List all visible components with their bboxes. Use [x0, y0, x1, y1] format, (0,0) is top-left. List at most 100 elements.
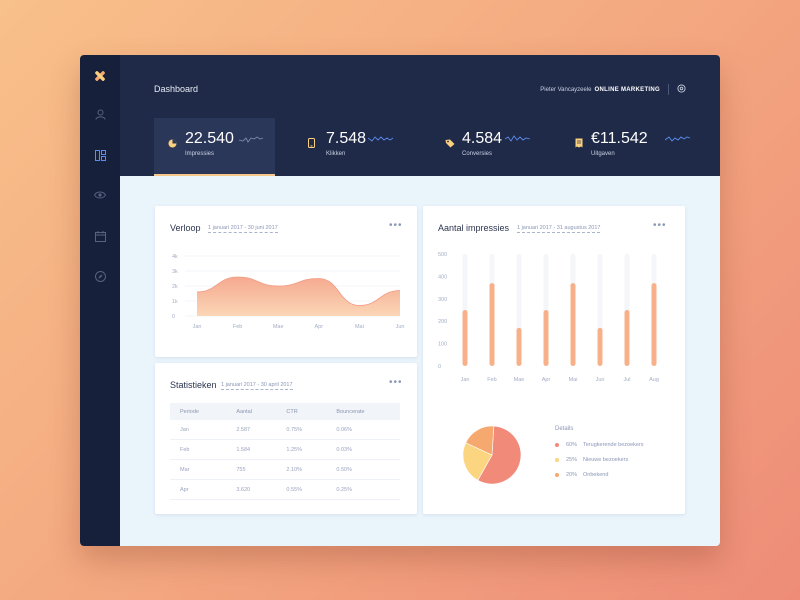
verloop-card: Verloop 1 januari 2017 - 30 juni 2017 ••… [155, 206, 417, 357]
stat-value: €11.542 [591, 130, 648, 147]
sparkline [239, 136, 264, 143]
gear-icon[interactable] [677, 84, 686, 95]
pie-chart [462, 425, 522, 485]
app-window: Dashboard Pieter Vancayzeele ONLINE MARK… [80, 55, 720, 546]
column-header[interactable]: Periode [170, 403, 227, 420]
stat-uitgaven[interactable]: €11.542 Uitgaven [575, 118, 695, 176]
bar-chart: 0 100 200 300 400 500 Jan Feb Mae Apr Mai Jun Jul Aug [438, 252, 659, 383]
statistieken-card: Statistieken 1 januari 2017 - 30 april 2… [155, 363, 417, 514]
stat-value: 7.548 [326, 130, 367, 147]
legend-percent: 25% [566, 457, 578, 463]
divider [668, 84, 669, 95]
more-menu-icon[interactable]: ••• [389, 220, 403, 231]
legend-percent: 20% [566, 472, 578, 478]
column-header[interactable]: Aantal [226, 403, 277, 420]
more-menu-icon[interactable]: ••• [653, 220, 667, 231]
stat-label: Impressies [185, 151, 215, 157]
stat-impressies[interactable]: 22.540 Impressies [154, 118, 275, 176]
column-header[interactable]: Bouncerate [326, 403, 400, 420]
pie-slice[interactable] [462, 442, 493, 481]
receipt-icon [575, 135, 583, 153]
stat-label: Conversies [462, 151, 493, 157]
table-cell: 2.587 [226, 420, 277, 440]
x-tick-label: Mai [355, 324, 364, 330]
x-tick-label: Mai [569, 377, 578, 383]
table-cell: 0.50% [326, 459, 400, 480]
date-range[interactable]: 1 januari 2017 - 31 augustus 2017 [517, 225, 601, 233]
table-cell: 1.25% [276, 439, 327, 460]
logo-x-icon[interactable] [94, 70, 106, 82]
y-tick-label: 400 [438, 274, 447, 280]
area-series [197, 277, 400, 316]
eye-icon[interactable] [94, 189, 106, 201]
user-role: ONLINE MARKETING [594, 86, 660, 93]
stat-label: Uitgaven [591, 151, 615, 157]
x-tick-label: Jun [596, 377, 605, 383]
stat-conversies[interactable]: 4.584 Conversies [445, 118, 555, 176]
impressies-card: Aantal impressies 1 januari 2017 - 31 au… [423, 206, 685, 514]
y-tick-label: 2k [172, 284, 178, 290]
pie-slice[interactable] [465, 425, 495, 456]
table-cell: 0.25% [326, 479, 400, 500]
sparkline [505, 135, 531, 142]
stats-table: Periode Aantal CTR Bouncerate Jan 2.587 … [170, 403, 400, 500]
y-tick-label: 500 [438, 252, 447, 258]
sparkline [368, 136, 394, 142]
tag-icon [445, 135, 455, 153]
layout-icon[interactable] [94, 149, 106, 161]
legend-item: 25% Nieuwe bezoekers [555, 457, 628, 463]
x-tick-label: Apr [315, 324, 324, 330]
x-tick-label: Aug [649, 377, 659, 383]
bar[interactable] [543, 310, 549, 366]
legend-dot [555, 473, 559, 477]
phone-icon [308, 135, 315, 153]
pie-slice[interactable] [477, 425, 522, 485]
card-title: Aantal impressies [438, 223, 510, 233]
legend-label: Terugkerende bezoekers [583, 442, 644, 448]
legend-item: 20% Onbekend [555, 472, 608, 478]
calendar-icon[interactable] [94, 230, 106, 242]
bar[interactable] [570, 283, 576, 366]
legend-dot [555, 443, 559, 447]
table-cell: Mar [170, 459, 227, 480]
legend-dot [555, 458, 559, 462]
bar[interactable] [651, 283, 657, 366]
y-tick-label: 300 [438, 297, 447, 303]
bar[interactable] [624, 310, 630, 366]
sparkline [665, 136, 691, 142]
table-cell: Jan [170, 420, 227, 440]
column-header[interactable]: CTR [276, 403, 327, 420]
bar[interactable] [462, 310, 468, 366]
bar[interactable] [489, 283, 495, 366]
sidebar [80, 55, 120, 546]
x-tick-label: Jun [396, 324, 405, 330]
date-range[interactable]: 1 januari 2017 - 30 april 2017 [221, 382, 293, 390]
table-cell: Feb [170, 439, 227, 460]
date-range[interactable]: 1 januari 2017 - 30 juni 2017 [208, 225, 278, 233]
y-tick-label: 1k [172, 299, 178, 305]
table-row[interactable]: Apr 3.620 0.55% 0.25% [170, 479, 400, 500]
legend-item: 60% Terugkerende bezoekers [555, 442, 644, 448]
card-title: Statistieken [170, 380, 217, 390]
user-icon[interactable] [94, 108, 106, 120]
x-tick-label: Jul [623, 377, 630, 383]
stat-klikken[interactable]: 7.548 Klikken [308, 118, 418, 176]
table-cell: 1.584 [226, 439, 277, 460]
bar[interactable] [597, 327, 603, 366]
more-menu-icon[interactable]: ••• [389, 377, 403, 388]
stat-value: 22.540 [185, 130, 234, 147]
header: Dashboard Pieter Vancayzeele ONLINE MARK… [120, 55, 720, 176]
table-cell: 2.10% [276, 459, 327, 480]
table-row[interactable]: Feb 1.584 1.25% 0.03% [170, 439, 400, 460]
card-title: Verloop [170, 223, 201, 233]
table-row[interactable]: Jan 2.587 0.75% 0.06% [170, 420, 400, 440]
x-tick-label: Apr [542, 377, 551, 383]
bar[interactable] [516, 327, 522, 366]
compass-icon[interactable] [94, 270, 106, 282]
x-tick-label: Mae [273, 324, 284, 330]
user-menu[interactable]: Pieter Vancayzeele ONLINE MARKETING [540, 84, 686, 95]
y-tick-label: 4k [172, 254, 178, 260]
table-row[interactable]: Mar 755 2.10% 0.50% [170, 459, 400, 480]
legend-percent: 60% [566, 442, 578, 448]
pie-icon [168, 135, 177, 153]
